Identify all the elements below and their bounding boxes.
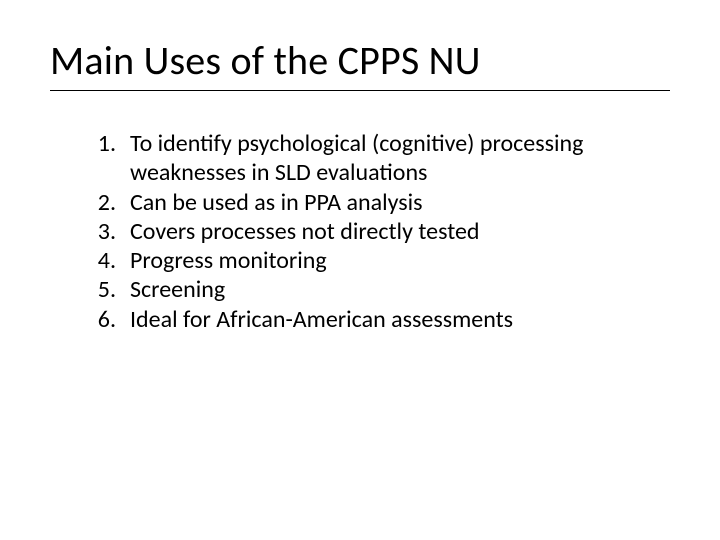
list-item: Progress monitoring [78,246,660,275]
list-item: Covers processes not directly tested [78,217,660,246]
numbered-list: To identify psychological (cognitive) pr… [50,129,670,334]
list-item-text: Screening [130,275,660,304]
list-item-text: Ideal for African-American assessments [130,305,660,334]
list-item-text: Progress monitoring [130,246,660,275]
list-item: Screening [78,275,660,304]
slide-title: Main Uses of the CPPS NU [50,38,670,84]
list-item-text: Covers processes not directly tested [130,217,660,246]
list-item-text: To identify psychological (cognitive) pr… [130,129,660,188]
slide: Main Uses of the CPPS NU To identify psy… [0,0,720,540]
title-underline [50,90,670,91]
list-item: Can be used as in PPA analysis [78,188,660,217]
list-item: Ideal for African-American assessments [78,305,660,334]
list-item: To identify psychological (cognitive) pr… [78,129,660,188]
list-item-text: Can be used as in PPA analysis [130,188,660,217]
